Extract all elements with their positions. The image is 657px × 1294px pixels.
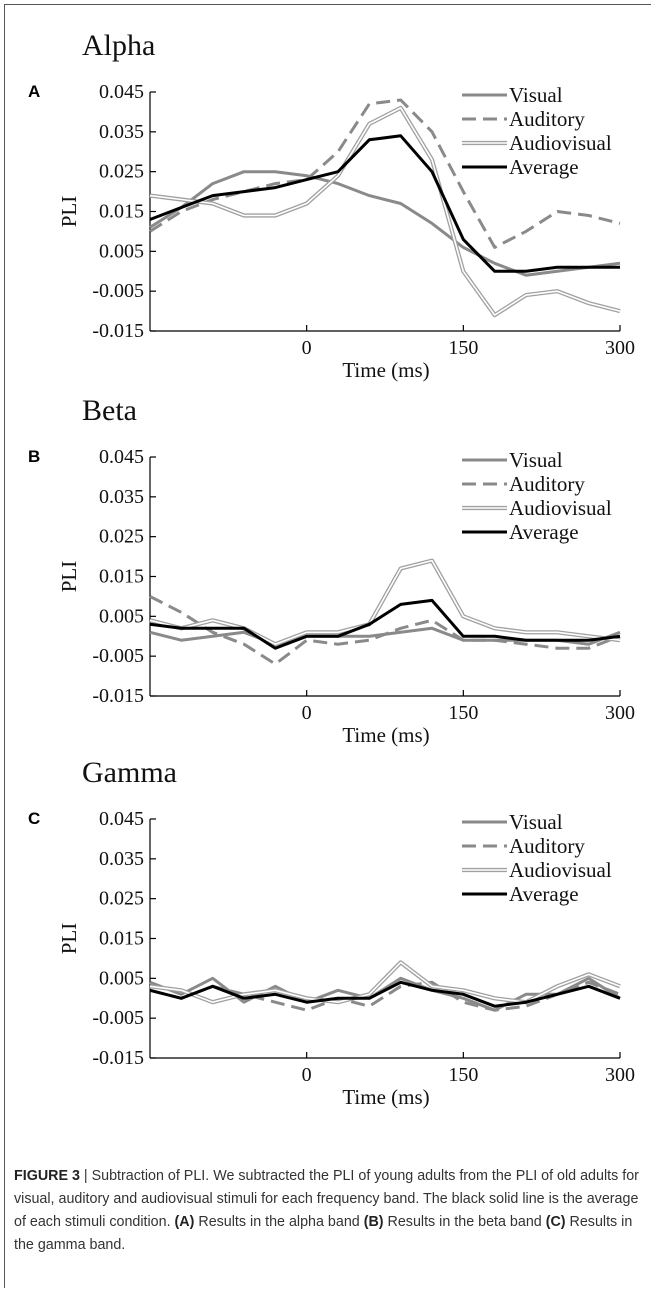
legend-label-average: Average	[509, 882, 579, 906]
panel-label: A	[28, 82, 40, 101]
caption-label: FIGURE 3	[14, 1168, 80, 1184]
figure-plots: Alpha A 0.045 0.035 0.025 0.015 0.005 -0.005 -0.…	[28, 29, 635, 1109]
y-tick-label: -0.015	[92, 320, 144, 342]
figure-frame	[4, 4, 651, 1288]
legend-label-auditory: Auditory	[509, 472, 585, 496]
series-line-visual	[149, 976, 621, 1012]
y-tick-label: 0.015	[99, 201, 144, 223]
panel-label: C	[28, 809, 40, 828]
y-tick-label: -0.005	[92, 645, 144, 667]
caption-b-label: (B)	[363, 1214, 384, 1230]
y-tick-label: 0.005	[99, 240, 144, 262]
y-tick-label: -0.015	[92, 1047, 144, 1069]
x-tick-label: 0	[302, 1064, 312, 1086]
legend-label-audiovisual: Audiovisual	[509, 131, 612, 155]
y-tick-label: 0.025	[99, 161, 144, 183]
y-tick-label: 0.045	[99, 808, 144, 830]
legend-label-visual: Visual	[509, 448, 563, 472]
y-tick-label: 0.015	[99, 928, 144, 950]
y-tick-label: 0.035	[99, 848, 144, 870]
chart-title: Beta	[82, 394, 137, 427]
legend-label-audiovisual: Audiovisual	[509, 858, 612, 882]
x-tick-label: 300	[605, 1064, 635, 1086]
legend-label-visual: Visual	[509, 810, 563, 834]
y-tick-label: 0.035	[99, 121, 144, 143]
series-line-audiovisual-inner	[149, 107, 621, 316]
y-tick-label: -0.015	[92, 685, 144, 707]
series-line-audiovisual-inner	[149, 961, 621, 1003]
caption-a-label: (A)	[174, 1214, 195, 1230]
legend-label-auditory: Auditory	[509, 107, 585, 131]
y-tick-label: 0.045	[99, 81, 144, 103]
x-tick-label: 0	[302, 337, 312, 359]
chart-title: Alpha	[82, 29, 155, 62]
caption-c-label: (C)	[545, 1214, 566, 1230]
panel-label: B	[28, 447, 40, 466]
x-axis-label: Time (ms)	[342, 1085, 429, 1109]
x-tick-label: 300	[605, 702, 635, 724]
series-line-auditory	[149, 98, 621, 249]
caption-text: Subtraction of PLI. We subtracted the PL…	[14, 1168, 639, 1230]
y-tick-label: 0.045	[99, 446, 144, 468]
y-tick-label: 0.025	[99, 526, 144, 548]
y-tick-label: 0.005	[99, 605, 144, 627]
y-axis-label: PLI	[57, 561, 81, 593]
chart-panel-c: Gamma C 0.045 0.035 0.025 0.015 0.005 -0.005 -0.…	[28, 756, 635, 1109]
series-line-visual	[149, 170, 621, 277]
y-tick-label: 0.015	[99, 566, 144, 588]
legend-label-audiovisual: Audiovisual	[509, 496, 612, 520]
caption-separator: |	[79, 1168, 92, 1184]
y-tick-label: -0.005	[92, 280, 144, 302]
x-axis-label: Time (ms)	[342, 723, 429, 747]
series-line-auditory	[149, 595, 621, 666]
chart-panel-b: Beta B 0.045 0.035 0.025 0.015 0.005 -0.005 -0.0…	[28, 394, 635, 747]
legend-label-visual: Visual	[509, 83, 563, 107]
y-tick-label: 0.005	[99, 967, 144, 989]
series-line-average	[149, 980, 621, 1008]
caption-b-text: Results in the beta band	[383, 1214, 546, 1230]
y-tick-label: -0.005	[92, 1007, 144, 1029]
x-tick-label: 300	[605, 337, 635, 359]
y-axis-label: PLI	[57, 923, 81, 955]
y-axis-label: PLI	[57, 196, 81, 228]
x-axis-label: Time (ms)	[342, 358, 429, 382]
y-tick-label: 0.025	[99, 888, 144, 910]
chart-panel-a: Alpha A 0.045 0.035 0.025 0.015 0.005 -0.005 -0.…	[28, 29, 635, 382]
caption-c-text: Results in the gamma band.	[14, 1214, 633, 1253]
chart-title: Gamma	[82, 756, 177, 789]
series-line-average	[149, 134, 620, 273]
legend-label-average: Average	[509, 155, 579, 179]
x-tick-label: 150	[448, 1064, 478, 1086]
caption-a-text: Results in the alpha band	[194, 1214, 364, 1230]
legend-label-auditory: Auditory	[509, 834, 585, 858]
x-tick-label: 150	[448, 702, 478, 724]
x-tick-label: 150	[448, 337, 478, 359]
series-line-average	[149, 598, 621, 650]
figure-caption: FIGURE 3 | Subtraction of PLI. We subtra…	[14, 1165, 639, 1257]
y-tick-label: 0.035	[99, 486, 144, 508]
x-tick-label: 0	[302, 702, 312, 724]
legend-label-average: Average	[509, 520, 579, 544]
series-line-audiovisual-inner	[149, 559, 621, 645]
